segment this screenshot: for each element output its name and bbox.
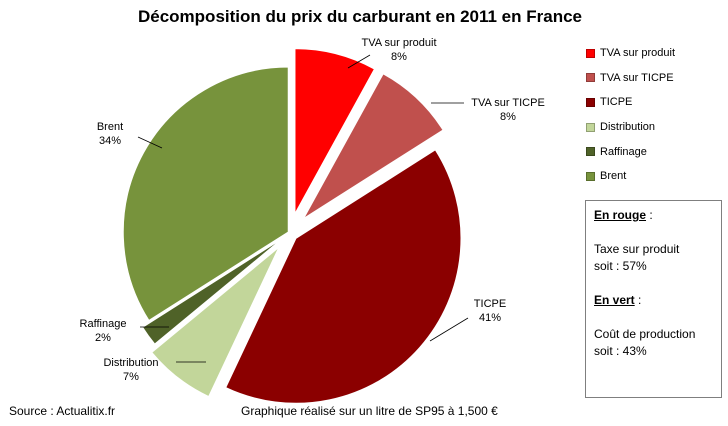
green-line-2: soit : 43% bbox=[594, 344, 647, 358]
legend-label: Brent bbox=[600, 170, 627, 183]
pie-slice-tva-sur-ticpe bbox=[303, 73, 444, 219]
legend-item: Brent bbox=[586, 164, 726, 189]
leader-line-brent bbox=[137, 136, 163, 149]
chart-title: Décomposition du prix du carburant en 20… bbox=[138, 7, 582, 26]
data-label-name: Raffinage bbox=[80, 318, 127, 330]
legend-label: TICPE bbox=[600, 96, 633, 109]
legend-swatch bbox=[586, 171, 595, 181]
summary-textbox: En rouge : Taxe sur produit soit : 57% E… bbox=[585, 200, 722, 398]
red-heading: En rouge bbox=[594, 208, 647, 222]
data-label-percent: 2% bbox=[95, 332, 111, 344]
red-heading-colon: : bbox=[646, 208, 653, 222]
chart-footnote: Graphique réalisé sur un litre de SP95 à… bbox=[241, 404, 498, 418]
legend-item: TICPE bbox=[586, 90, 726, 115]
legend-swatch bbox=[586, 97, 595, 107]
data-label-name: TVA sur produit bbox=[362, 37, 437, 49]
chart-legend: TVA sur produit TVA sur TICPE TICPE Distrib… bbox=[586, 41, 726, 189]
legend-item: TVA sur TICPE bbox=[586, 66, 726, 91]
pie-slice-tva-sur-produit bbox=[294, 48, 376, 214]
data-label-percent: 8% bbox=[391, 51, 407, 63]
legend-swatch bbox=[586, 147, 595, 157]
leader-line-tva-sur-produit bbox=[347, 54, 371, 69]
data-label-percent: 7% bbox=[123, 371, 139, 383]
red-line-1: Taxe sur produit bbox=[594, 242, 680, 256]
data-label-percent: 8% bbox=[500, 111, 516, 123]
legend-swatch bbox=[586, 73, 595, 83]
legend-item: TVA sur produit bbox=[586, 41, 726, 66]
legend-swatch bbox=[586, 122, 595, 132]
green-heading-colon: : bbox=[634, 293, 642, 307]
legend-label: TVA sur produit bbox=[600, 47, 675, 60]
data-label-name: Brent bbox=[97, 121, 123, 133]
legend-label: Distribution bbox=[600, 121, 656, 134]
data-label-percent: 34% bbox=[99, 135, 121, 147]
green-heading: En vert bbox=[594, 293, 635, 307]
pie-slice-brent bbox=[122, 66, 289, 322]
legend-label: TVA sur TICPE bbox=[600, 71, 674, 84]
pie-slice-ticpe bbox=[225, 149, 462, 404]
green-line-1: Coût de production bbox=[594, 327, 696, 341]
legend-swatch bbox=[586, 48, 595, 58]
leader-line-ticpe bbox=[429, 317, 469, 342]
data-label-name: TICPE bbox=[474, 298, 506, 310]
data-label-name: TVA sur TICPE bbox=[471, 97, 545, 109]
source-note: Source : Actualitix.fr bbox=[9, 404, 116, 418]
legend-item: Distribution bbox=[586, 115, 726, 140]
data-label-name: Distribution bbox=[103, 357, 158, 369]
legend-label: Raffinage bbox=[600, 145, 647, 158]
pie-slice-distribution bbox=[151, 246, 280, 398]
legend-item: Raffinage bbox=[586, 139, 726, 164]
data-label-percent: 41% bbox=[479, 312, 501, 324]
red-line-2: soit : 57% bbox=[594, 259, 647, 273]
